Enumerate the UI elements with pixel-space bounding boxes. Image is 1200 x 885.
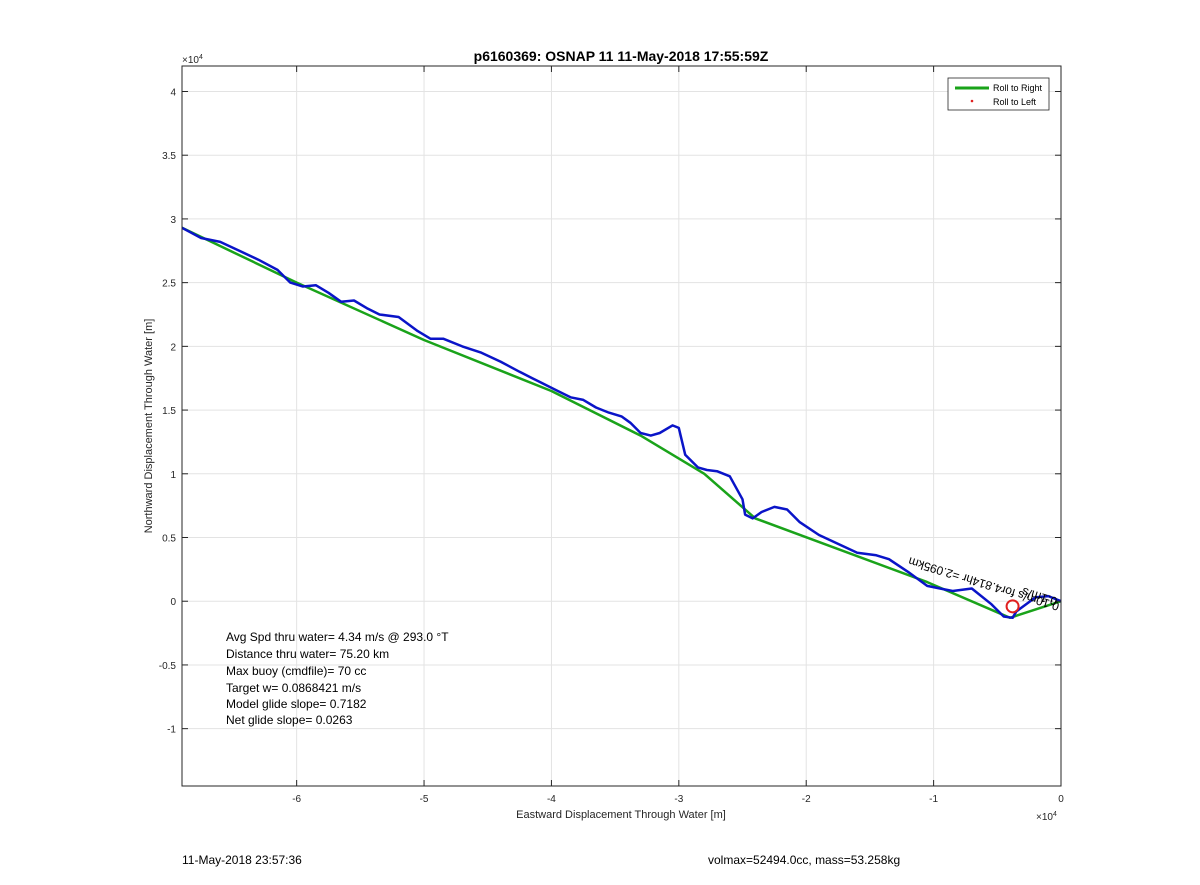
footer-stats: volmax=52494.0cc, mass=53.258kg	[708, 853, 901, 867]
y-tick-label: 2	[170, 342, 176, 353]
chart-title: p6160369: OSNAP 11 11-May-2018 17:55:59Z	[474, 48, 769, 64]
plot-frame	[181, 65, 1062, 787]
footer-timestamp: 11-May-2018 23:57:36	[182, 853, 302, 867]
annotation-target-w: Target w= 0.0868421 m/s	[226, 681, 361, 695]
annotation-distance: Distance thru water= 75.20 km	[226, 647, 389, 661]
legend-label-roll-right: Roll to Right	[993, 83, 1043, 93]
x-tick-label: -2	[802, 794, 811, 805]
x-exponent-label: ×104	[1036, 811, 1057, 823]
x-tick-label: -6	[292, 794, 301, 805]
y-exponent-label: ×104	[182, 54, 203, 66]
ticks: -6 -5 -4 -3 -2 -1 0 -1 -0.5 0 0.5 1 1.5 2 2.5 3 3.5 4	[159, 66, 1064, 805]
y-tick-label: 1.5	[162, 406, 176, 417]
y-tick-label: 1	[170, 470, 176, 481]
annotation-max-buoy: Max buoy (cmdfile)= 70 cc	[226, 664, 366, 678]
y-tick-label: 4	[170, 87, 176, 98]
stats-annotations: Avg Spd thru water= 4.34 m/s @ 293.0 °T …	[226, 630, 449, 727]
x-tick-label: -5	[420, 794, 429, 805]
grid	[182, 66, 1062, 786]
series-line-roll-right	[181, 226, 1062, 620]
x-tick-label: -1	[929, 794, 938, 805]
series-layer	[181, 226, 1062, 620]
x-tick-label: -4	[547, 794, 556, 805]
annotation-avg-speed: Avg Spd thru water= 4.34 m/s @ 293.0 °T	[226, 630, 449, 644]
legend-box	[947, 77, 1050, 111]
y-axis-label: Northward Displacement Through Water [m]	[143, 319, 155, 534]
x-axis-label: Eastward Displacement Through Water [m]	[516, 809, 726, 821]
legend-swatch-roll-left	[970, 99, 974, 103]
y-tick-label: -0.5	[159, 661, 177, 672]
y-tick-label: 0	[170, 597, 176, 608]
x-tick-label: -3	[674, 794, 683, 805]
annotation-model-glide: Model glide slope= 0.7182	[226, 697, 367, 711]
legend: Roll to Right Roll to Left	[947, 77, 1050, 111]
y-tick-label: 2.5	[162, 279, 176, 290]
x-tick-label: 0	[1058, 794, 1064, 805]
y-tick-label: -1	[167, 725, 176, 736]
position-marker-circle	[1005, 599, 1020, 614]
series-line-track	[181, 226, 1062, 620]
y-tick-label: 3.5	[162, 151, 176, 162]
legend-label-roll-left: Roll to Left	[993, 97, 1037, 107]
y-tick-label: 3	[170, 215, 176, 226]
y-tick-label: 0.5	[162, 534, 176, 545]
annotation-net-glide: Net glide slope= 0.0263	[226, 713, 353, 727]
